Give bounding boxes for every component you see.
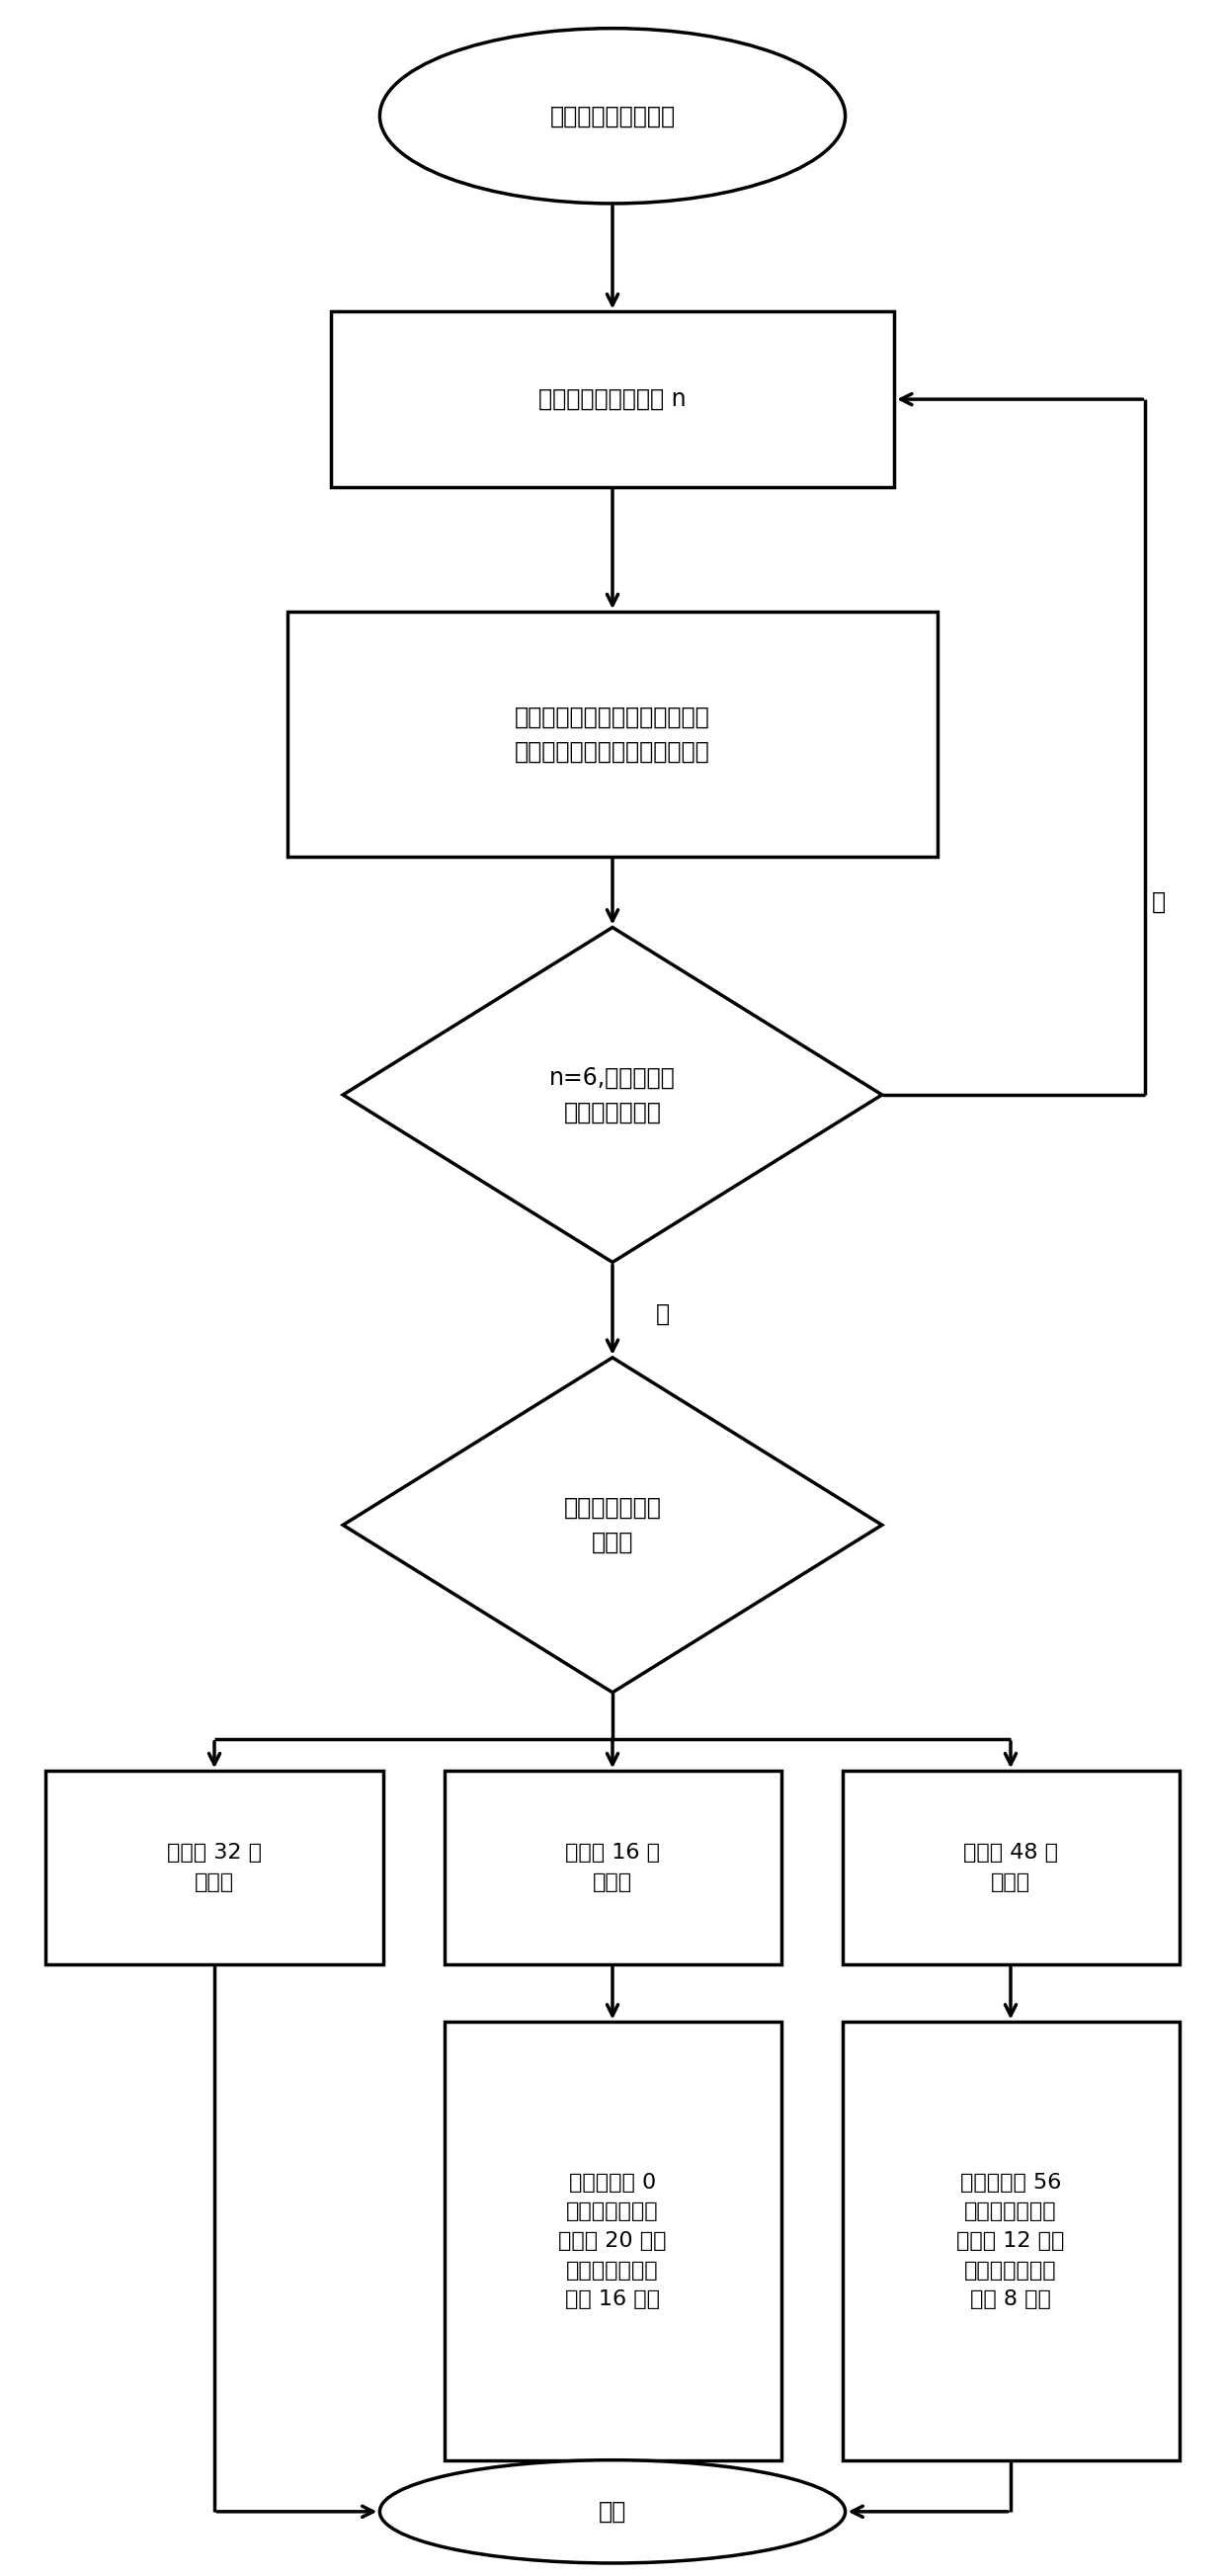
Bar <box>843 1772 1178 1963</box>
Bar <box>443 1772 782 1963</box>
Text: 阀芯反向向 0
脉冲（原点）位
置旋转 20 个脉
冲，随后再正向
旋转 16 脉冲: 阀芯反向向 0 脉冲（原点）位 置旋转 20 个脉 冲，随后再正向 旋转 16 … <box>559 2172 666 2311</box>
Bar <box>45 1772 382 1963</box>
Text: 检测压缩机开停次数 n: 检测压缩机开停次数 n <box>539 386 686 412</box>
Text: 开始（压缩机开机）: 开始（压缩机开机） <box>550 103 675 129</box>
Text: 检测各间尤温度，根据制冷优先
级，电动阀阀芯切换到对应间尤: 检测各间尤温度，根据制冷优先 级，电动阀阀芯切换到对应间尤 <box>514 706 710 762</box>
Bar <box>843 2022 1178 2460</box>
Polygon shape <box>343 1358 882 1692</box>
Text: 阀芯为 48 脉
冲位置: 阀芯为 48 脉 冲位置 <box>963 1842 1058 1893</box>
Text: 阀芯正向向 56
脉冲（终点）位
置旋转 12 个脉
冲，随后再反向
旋转 8 脉冲: 阀芯正向向 56 脉冲（终点）位 置旋转 12 个脉 冲，随后再反向 旋转 8 … <box>957 2172 1065 2311</box>
Text: 制冷结束后压缩
机停机: 制冷结束后压缩 机停机 <box>564 1497 662 1553</box>
Polygon shape <box>343 927 882 1262</box>
Text: 结束: 结束 <box>599 2499 626 2524</box>
Ellipse shape <box>380 2460 845 2563</box>
Bar <box>331 312 894 487</box>
Bar <box>288 613 937 855</box>
Ellipse shape <box>380 28 845 204</box>
Text: 否: 否 <box>1152 889 1165 914</box>
Text: 是: 是 <box>655 1301 669 1327</box>
Text: n=6,记录当前状
态阀芯脉冲位置: n=6,记录当前状 态阀芯脉冲位置 <box>549 1066 676 1123</box>
Text: 阀芯为 16 脉
冲位置: 阀芯为 16 脉 冲位置 <box>565 1842 660 1893</box>
Text: 阀芯为 32 脉
冲位置: 阀芯为 32 脉 冲位置 <box>167 1842 262 1893</box>
Bar <box>443 2022 782 2460</box>
